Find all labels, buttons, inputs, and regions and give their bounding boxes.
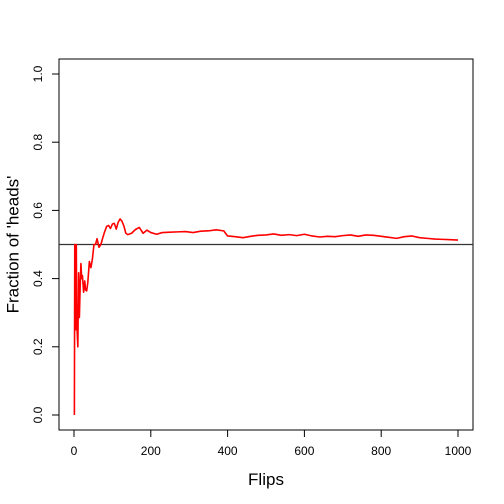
- x-tick-label: 200: [141, 444, 161, 458]
- x-axis-title: Flips: [248, 470, 284, 489]
- x-tick-label: 400: [218, 444, 238, 458]
- x-tick-label: 600: [294, 444, 314, 458]
- y-tick-label: 0.0: [31, 406, 45, 423]
- series-line: [73, 218, 459, 416]
- y-tick-label: 0.4: [31, 270, 45, 287]
- y-tick-label: 0.6: [31, 202, 45, 219]
- y-tick-label: 0.2: [31, 338, 45, 355]
- plot-area: 0 200 400 600 800 1000 0.0 0.2 0.4 0.6 0.8 1.0: [31, 58, 474, 458]
- x-tick-label: 0: [71, 444, 78, 458]
- x-tick-label: 1000: [445, 444, 472, 458]
- x-tick-label: 800: [371, 444, 391, 458]
- y-tick-label: 1.0: [31, 65, 45, 82]
- y-tick-label: 0.8: [31, 134, 45, 151]
- y-axis-title: Fraction of 'heads': [3, 176, 22, 314]
